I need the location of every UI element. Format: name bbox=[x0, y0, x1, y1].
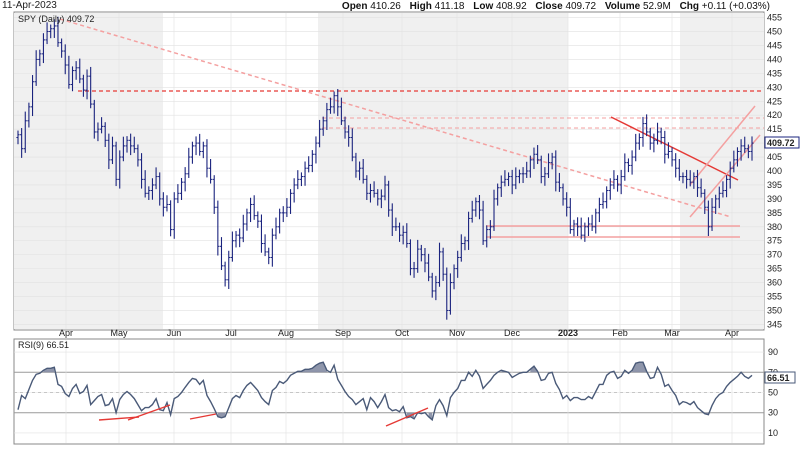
price-tick-label: 435 bbox=[767, 68, 782, 78]
rsi-last-value-marker: 66.51 bbox=[764, 371, 796, 384]
price-tick-label: 395 bbox=[767, 180, 782, 190]
price-last-value-marker: 409.72 bbox=[764, 136, 800, 149]
price-tick-label: 455 bbox=[767, 13, 782, 23]
low-label: Low bbox=[473, 1, 494, 12]
price-last-value-box bbox=[764, 136, 800, 149]
price-x-tick-label: Dec bbox=[504, 328, 521, 338]
rsi-grid bbox=[14, 340, 764, 443]
price-bars bbox=[16, 16, 754, 320]
rsi-line bbox=[17, 361, 753, 422]
rsi-pane-frame bbox=[13, 338, 765, 445]
price-tick-label: 365 bbox=[767, 264, 782, 274]
rsi-last-value: 66.51 bbox=[767, 373, 790, 383]
open-value: 410.26 bbox=[370, 1, 401, 12]
price-tick-label: 400 bbox=[767, 166, 782, 176]
close-value: 409.72 bbox=[565, 1, 597, 12]
price-x-axis: Apr May Jun Jul Aug Sep Oct Nov Dec 2023 Feb Mar Apr bbox=[59, 328, 739, 338]
price-axis: 345 350 355 360 365 370 375 380 385 390 395 400 405 4… bbox=[767, 13, 782, 330]
rsi-overbought-fill bbox=[632, 362, 647, 373]
divergence-line-3 bbox=[189, 413, 217, 420]
trendline-2023-downtrend bbox=[610, 116, 739, 181]
price-x-tick-label: 2023 bbox=[558, 328, 578, 338]
price-last-value: 409.72 bbox=[767, 138, 795, 148]
rsi-last-value-box bbox=[764, 371, 796, 384]
rsi-tick-label: 50 bbox=[768, 388, 778, 398]
price-x-tick-label: Oct bbox=[395, 328, 410, 338]
volume-label: Volume bbox=[604, 1, 641, 12]
price-tick-label: 415 bbox=[767, 124, 782, 134]
chart-date: 11-Apr-2023 bbox=[2, 0, 57, 11]
price-x-tick-label: Sep bbox=[335, 328, 351, 338]
price-tick-label: 370 bbox=[767, 250, 782, 260]
price-tick-label: 445 bbox=[767, 40, 782, 50]
price-x-tick-label: Feb bbox=[612, 328, 628, 338]
price-tick-label: 355 bbox=[767, 292, 782, 302]
rsi-tick-label: 10 bbox=[768, 428, 778, 438]
price-tick-label: 440 bbox=[767, 54, 782, 64]
rsi-pane: 1030507090 RSI(9) 66.51 66.51 bbox=[13, 338, 796, 445]
change-label: Chg bbox=[679, 1, 700, 12]
price-x-tick-label: May bbox=[110, 328, 128, 338]
price-x-tick-label: Jun bbox=[167, 328, 182, 338]
price-tick-label: 420 bbox=[767, 110, 782, 120]
price-grid bbox=[14, 13, 764, 329]
close-label: Close bbox=[535, 1, 563, 12]
price-tick-label: 350 bbox=[767, 305, 782, 315]
trendline-long-term-downtrend bbox=[59, 18, 732, 218]
rsi-overbought-fill bbox=[530, 366, 538, 373]
price-tick-label: 360 bbox=[767, 278, 782, 288]
high-label: High bbox=[409, 1, 432, 12]
rsi-legend: RSI(9) 66.51 bbox=[18, 340, 69, 350]
divergence-line-2 bbox=[127, 404, 171, 421]
price-tick-label: 425 bbox=[767, 96, 782, 106]
rsi-tick-label: 90 bbox=[768, 347, 778, 357]
price-tick-label: 385 bbox=[767, 208, 782, 218]
price-x-tick-label: Nov bbox=[449, 328, 466, 338]
channel-line-upper bbox=[689, 105, 756, 186]
divergence-line-1 bbox=[98, 416, 140, 421]
change-value: +0.11 (+0.03%) bbox=[701, 1, 770, 12]
price-tick-label: 390 bbox=[767, 194, 782, 204]
rsi-divergence-lines bbox=[98, 404, 429, 427]
quote-summary: Open 410.26 High 411.18 Low 408.92 Close… bbox=[336, 1, 770, 12]
price-tick-label: 405 bbox=[767, 152, 782, 162]
price-x-tick-label: Apr bbox=[59, 328, 73, 338]
price-pane: 345 350 355 360 365 370 375 380 385 390 395 400 405 4… bbox=[13, 11, 800, 338]
high-value: 411.18 bbox=[434, 1, 465, 12]
price-x-tick-label: Aug bbox=[278, 328, 294, 338]
price-x-tick-label: Apr bbox=[725, 328, 739, 338]
price-x-tick-label: Mar bbox=[664, 328, 680, 338]
price-tick-label: 380 bbox=[767, 222, 782, 232]
price-tick-label: 430 bbox=[767, 82, 782, 92]
rsi-tick-label: 30 bbox=[768, 408, 778, 418]
price-tick-label: 375 bbox=[767, 236, 782, 246]
price-tick-label: 345 bbox=[767, 319, 782, 329]
low-value: 408.92 bbox=[496, 1, 527, 12]
volume-value: 52.9M bbox=[642, 1, 671, 12]
open-label: Open bbox=[341, 1, 368, 12]
rsi-axis: 1030507090 bbox=[768, 347, 778, 438]
price-x-tick-label: Jul bbox=[225, 328, 237, 338]
price-tick-label: 450 bbox=[767, 27, 782, 37]
rsi-oversold-fill bbox=[428, 412, 433, 420]
divergence-line-4 bbox=[385, 407, 429, 427]
price-legend: SPY (Daily) 409.72 bbox=[18, 14, 94, 24]
